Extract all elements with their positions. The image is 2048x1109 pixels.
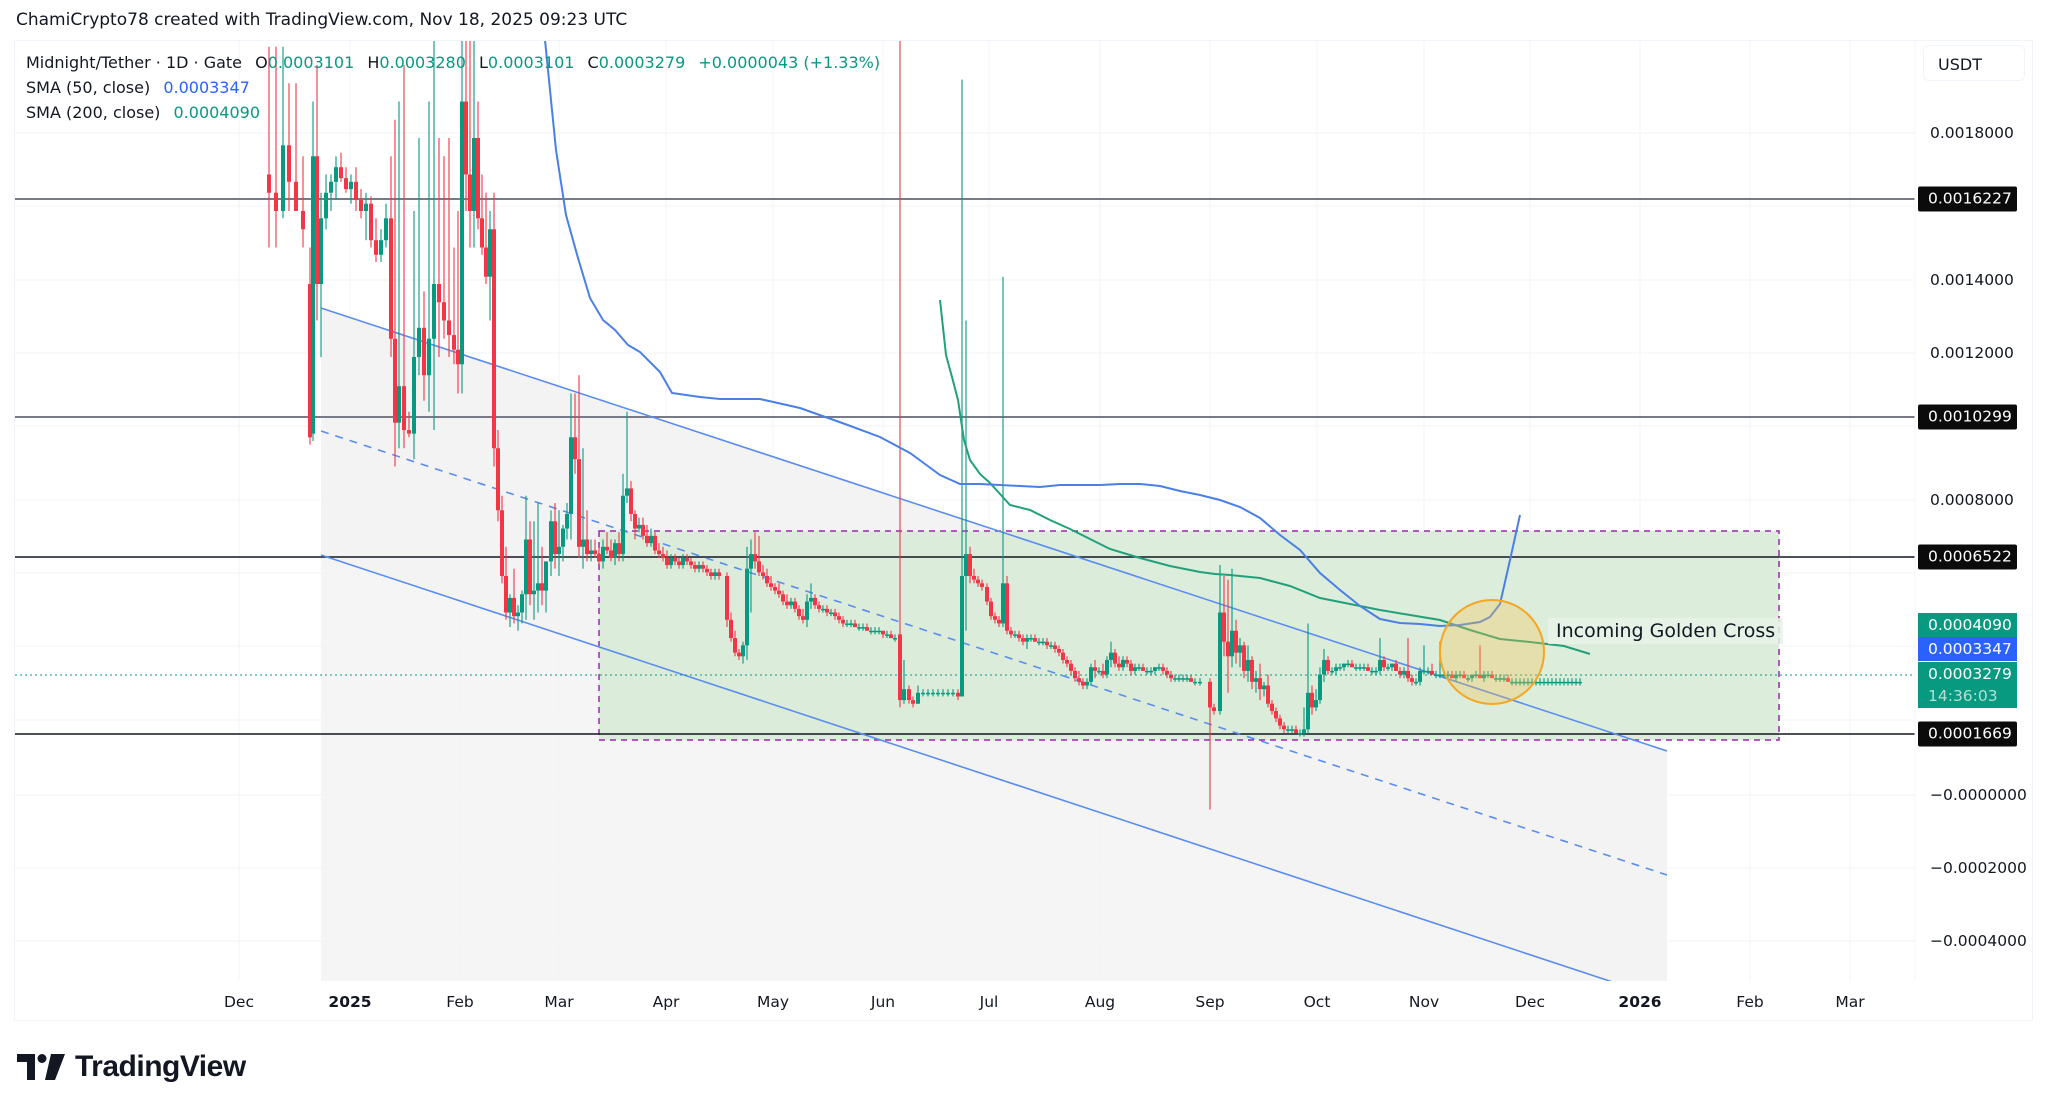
legend-low-label: L <box>479 53 488 72</box>
time-tick-label: Dec <box>1515 993 1545 1011</box>
tradingview-logo-icon <box>17 1054 65 1080</box>
time-tick-label: Mar <box>544 993 574 1011</box>
price-tick-label: −0.0000000 <box>1930 786 2027 804</box>
sma50-line[interactable] <box>544 40 1521 628</box>
time-tick-label: Feb <box>1736 993 1764 1011</box>
last-price-tag: 0.0003279 14:36:03 <box>1918 662 2017 708</box>
time-tick-label: May <box>756 993 790 1011</box>
candles <box>267 41 1582 810</box>
sma200-price-tag: 0.0004090 <box>1918 613 2017 637</box>
attribution-text: ChamiCrypto78 created with TradingView.c… <box>16 10 628 30</box>
legend-sma50-row[interactable]: SMA (50, close) 0.0003347 <box>26 75 880 100</box>
channel-upper-line[interactable] <box>320 307 1668 752</box>
sma50-label: SMA (50, close) <box>26 78 151 97</box>
golden-cross-circle[interactable] <box>1439 599 1545 705</box>
legend-change: +0.0000043 (+1.33%) <box>698 53 881 72</box>
time-tick-label: Sep <box>1195 993 1225 1011</box>
chart-frame <box>14 40 2033 1021</box>
time-tick-label: Apr <box>652 993 680 1011</box>
tradingview-logo[interactable]: TradingView <box>17 1050 246 1084</box>
legend-symbol-row: Midnight/Tether · 1D · Gate O0.0003101 H… <box>26 50 880 75</box>
legend-open-value: 0.0003101 <box>267 53 355 72</box>
sma200-line[interactable] <box>939 299 1591 655</box>
time-tick-label: 2026 <box>1618 993 1662 1011</box>
time-tick-label: Jul <box>979 993 999 1011</box>
legend-open-label: O <box>255 53 268 72</box>
golden-cross-annotation[interactable]: Incoming Golden Cross <box>1548 618 1784 644</box>
price-tick-label: 0.0014000 <box>1930 271 2014 289</box>
legend-close-label: C <box>587 53 599 72</box>
sma50-value: 0.0003347 <box>163 78 250 97</box>
time-tick-label: Aug <box>1084 993 1116 1011</box>
price-tick-label: −0.0002000 <box>1930 859 2027 877</box>
bar-countdown: 14:36:03 <box>1928 687 1998 705</box>
channel-mid-line[interactable] <box>320 430 1668 876</box>
sma200-label: SMA (200, close) <box>26 103 161 122</box>
time-tick-label: Jun <box>870 993 896 1011</box>
level-tag-0001669: 0.0001669 <box>1918 721 2017 747</box>
legend-close-value: 0.0003279 <box>598 53 686 72</box>
legend-symbol[interactable]: Midnight/Tether · 1D · Gate <box>26 53 243 72</box>
time-tick-label: Feb <box>446 993 474 1011</box>
price-tick-label: 0.0008000 <box>1930 491 2014 509</box>
tradingview-logo-text: TradingView <box>75 1050 246 1083</box>
chart-legend: Midnight/Tether · 1D · Gate O0.0003101 H… <box>26 50 880 125</box>
legend-low-value: 0.0003101 <box>487 53 575 72</box>
sma50-price-tag: 0.0003347 <box>1918 637 2017 661</box>
time-tick-label: Nov <box>1408 993 1440 1011</box>
sma200-value: 0.0004090 <box>173 103 261 122</box>
level-tag-0016227: 0.0016227 <box>1918 186 2017 212</box>
time-tick-label: Oct <box>1303 993 1331 1011</box>
price-tick-label: 0.0012000 <box>1930 344 2014 362</box>
price-tick-label: −0.0004000 <box>1930 932 2027 950</box>
time-tick-label: Dec <box>224 993 254 1011</box>
currency-button[interactable]: USDT <box>1923 45 2025 81</box>
time-tick-label: Mar <box>1835 993 1865 1011</box>
legend-sma200-row[interactable]: SMA (200, close) 0.0004090 <box>26 100 880 125</box>
channel-lower-line[interactable] <box>320 554 1667 1000</box>
legend-high-label: H <box>367 53 380 72</box>
time-tick-label: 2025 <box>328 993 372 1011</box>
price-tick-label: 0.0018000 <box>1930 124 2014 142</box>
legend-high-value: 0.0003280 <box>379 53 466 72</box>
level-tag-0006522: 0.0006522 <box>1918 544 2017 570</box>
level-tag-0010299: 0.0010299 <box>1918 404 2017 430</box>
last-price-value: 0.0003279 <box>1928 665 2012 683</box>
